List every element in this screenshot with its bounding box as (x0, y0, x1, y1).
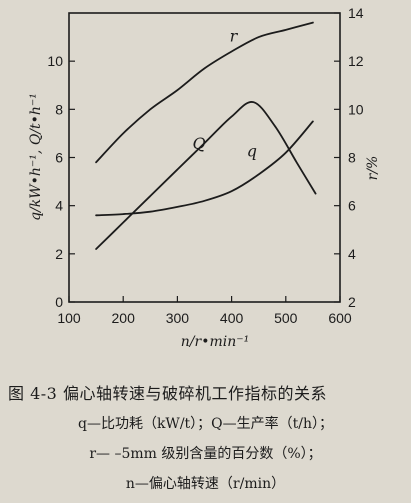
caption-legend-line: q—比功耗（kW/t）；Q—生产率（t/h）； (77, 416, 333, 432)
y-axis-left-label: q/kW•h⁻¹, Q/t•h⁻¹ (28, 93, 44, 221)
caption-legend-line: r— –5mm 级别含量的百分数（%）； (89, 446, 322, 462)
y-left-tick-label: 8 (55, 101, 63, 117)
x-tick-label: 600 (328, 310, 352, 326)
figure-caption-title: 图 4-3 偏心轴转速与破碎机工作指标的关系 (8, 384, 327, 403)
y-right-tick-label: 6 (348, 198, 356, 214)
x-tick-label: 500 (274, 310, 298, 326)
y-axis-left: 0 2 4 6 8 10 (47, 53, 75, 310)
series-line-q (95, 101, 317, 250)
caption-legend-line: n—偏心轴转速（r/min） (125, 476, 286, 492)
x-axis: 100 200 300 400 500 600 (57, 296, 352, 326)
y-left-tick-label: 2 (55, 246, 63, 262)
y-left-tick-label: 4 (55, 198, 63, 214)
x-tick-label: 400 (220, 310, 244, 326)
x-tick-label: 300 (166, 310, 190, 326)
y-axis-right: 2 4 6 8 10 12 14 (334, 5, 364, 310)
y-right-tick-label: 14 (348, 5, 364, 21)
y-right-tick-label: 12 (348, 53, 364, 69)
y-axis-right-label: r/% (365, 156, 381, 181)
x-tick-label: 200 (112, 310, 136, 326)
chart: 100 200 300 400 500 600 0 2 4 6 8 10 2 4 6 8 10 12 14 r Q… (28, 5, 381, 350)
x-axis-label: n/r•min⁻¹ (181, 334, 249, 350)
y-right-tick-label: 8 (348, 150, 356, 166)
y-left-tick-label: 10 (47, 53, 63, 69)
series-line-q (95, 120, 314, 217)
y-right-tick-label: 2 (348, 294, 356, 310)
series-label: Q (193, 134, 206, 153)
y-right-tick-label: 10 (348, 101, 364, 117)
y-right-tick-label: 4 (348, 246, 356, 262)
series-line-r (95, 21, 314, 164)
series-layer: r Q q (95, 21, 317, 250)
x-tick-label: 100 (57, 310, 81, 326)
series-label: q (247, 141, 257, 160)
y-left-tick-label: 6 (55, 150, 63, 166)
plot-frame (68, 12, 341, 303)
y-left-tick-label: 0 (55, 294, 63, 310)
series-label: r (230, 27, 239, 46)
